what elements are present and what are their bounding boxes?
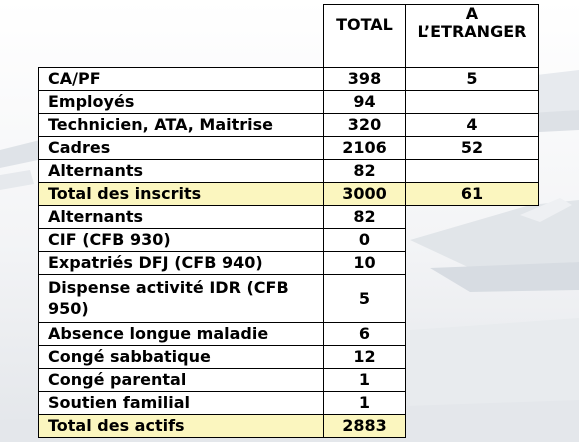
empty-cell [406, 346, 539, 369]
row-label: Absence longue maladie [38, 322, 324, 346]
row-label: CIF (CFB 930) [38, 228, 324, 252]
table-row: CIF (CFB 930) 0 [38, 228, 539, 252]
table-row: Employés 94 [38, 90, 539, 114]
row-total-value: 5 [323, 274, 406, 323]
table-row: Cadres 2106 52 [38, 136, 539, 160]
empty-cell [406, 275, 539, 323]
row-label: Congé parental [38, 368, 324, 392]
header-empty-cell [39, 5, 324, 68]
row-total-value: 82 [323, 205, 406, 229]
row-total-value: 1 [323, 368, 406, 392]
table-row: Soutien familial 1 [38, 391, 539, 415]
row-label: CA/PF [38, 67, 324, 91]
row-abroad-value: 5 [405, 67, 539, 91]
row-label: Expatriés DFJ (CFB 940) [38, 251, 324, 275]
table-row: Alternants 82 [38, 159, 539, 183]
row-label: Soutien familial [38, 391, 324, 415]
staff-count-table: TOTAL A L’ETRANGER CA/PF 398 5 Employés … [38, 4, 539, 438]
empty-cell [406, 369, 539, 392]
row-label: Employés [38, 90, 324, 114]
table-row: Congé sabbatique 12 [38, 345, 539, 369]
row-label: Congé sabbatique [38, 345, 324, 369]
table-row: Alternants 82 [38, 205, 539, 229]
row-total-value: 320 [323, 113, 406, 137]
total-active-row: Total des actifs 2883 [38, 414, 539, 438]
row-label: Dispense activité IDR (CFB 950) [38, 274, 324, 323]
column-header-abroad: A L’ETRANGER [405, 4, 539, 68]
row-total-value: 398 [323, 67, 406, 91]
table-row: Dispense activité IDR (CFB 950) 5 [38, 274, 539, 323]
row-total-value: 3000 [323, 182, 406, 206]
table-row: Expatriés DFJ (CFB 940) 10 [38, 251, 539, 275]
row-abroad-value [405, 159, 539, 183]
row-abroad-value [405, 90, 539, 114]
column-header-abroad-line2: L’ETRANGER [417, 22, 527, 41]
row-abroad-value: 4 [405, 113, 539, 137]
column-header-abroad-line1: A [465, 4, 479, 23]
empty-cell [406, 323, 539, 346]
table-header-row: TOTAL A L’ETRANGER [39, 4, 539, 68]
table-row: CA/PF 398 5 [38, 67, 539, 91]
empty-cell [406, 392, 539, 415]
row-total-value: 82 [323, 159, 406, 183]
empty-cell [406, 415, 539, 438]
row-total-value: 1 [323, 391, 406, 415]
empty-cell [406, 206, 539, 229]
row-total-value: 6 [323, 322, 406, 346]
row-abroad-value: 61 [405, 182, 539, 206]
table-row: Absence longue maladie 6 [38, 322, 539, 346]
row-label: Total des actifs [38, 414, 324, 438]
row-label: Alternants [38, 159, 324, 183]
row-total-value: 2883 [323, 414, 406, 438]
table-row: Congé parental 1 [38, 368, 539, 392]
column-header-total: TOTAL [323, 4, 406, 68]
row-total-value: 0 [323, 228, 406, 252]
row-label: Alternants [38, 205, 324, 229]
row-total-value: 94 [323, 90, 406, 114]
row-label: Total des inscrits [38, 182, 324, 206]
total-registered-row: Total des inscrits 3000 61 [38, 182, 539, 206]
row-total-value: 2106 [323, 136, 406, 160]
column-header-total-label: TOTAL [336, 15, 393, 34]
table-row: Technicien, ATA, Maitrise 320 4 [38, 113, 539, 137]
empty-cell [406, 229, 539, 252]
row-total-value: 12 [323, 345, 406, 369]
row-label: Cadres [38, 136, 324, 160]
row-abroad-value: 52 [405, 136, 539, 160]
row-total-value: 10 [323, 251, 406, 275]
row-label: Technicien, ATA, Maitrise [38, 113, 324, 137]
empty-cell [406, 252, 539, 275]
